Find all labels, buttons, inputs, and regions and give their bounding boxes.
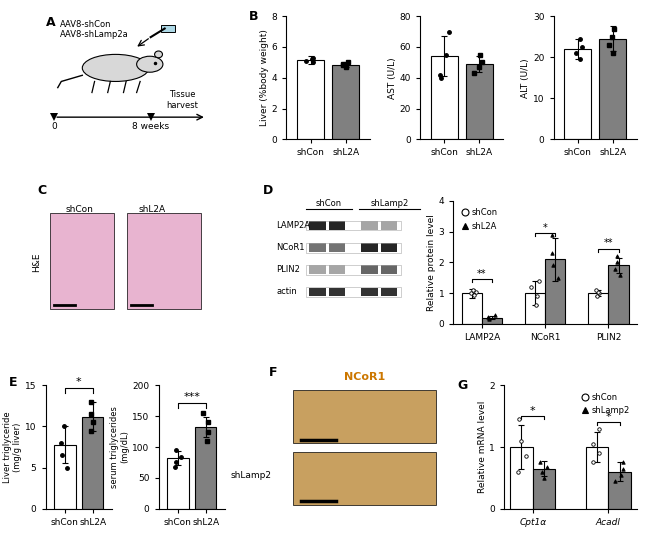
Bar — [306, 243, 400, 253]
Bar — [588, 293, 608, 324]
Text: ***: *** — [183, 392, 200, 402]
Text: H&E: H&E — [32, 253, 42, 272]
Bar — [381, 243, 397, 252]
Bar — [361, 266, 378, 274]
Bar — [167, 458, 188, 509]
Bar — [292, 452, 436, 505]
Bar — [309, 221, 326, 230]
Text: shL2A: shL2A — [139, 204, 166, 214]
Text: *: * — [530, 406, 536, 415]
Text: shLamp2: shLamp2 — [370, 199, 409, 208]
Bar — [608, 472, 631, 509]
Text: *: * — [606, 412, 611, 422]
Bar — [608, 266, 629, 324]
Bar — [462, 293, 482, 324]
Legend: shCon, shLamp2: shCon, shLamp2 — [577, 390, 633, 418]
Text: PLIN2: PLIN2 — [276, 265, 300, 274]
Text: NCoR1: NCoR1 — [276, 243, 305, 252]
Text: A: A — [46, 16, 55, 29]
Bar — [297, 60, 324, 139]
Bar — [381, 221, 397, 230]
Bar — [161, 25, 176, 32]
Bar — [599, 39, 626, 139]
Text: B: B — [249, 10, 259, 23]
Text: E: E — [9, 375, 18, 388]
Ellipse shape — [155, 51, 162, 58]
Bar — [431, 56, 458, 139]
Text: Tissue
harvest: Tissue harvest — [166, 90, 198, 110]
Ellipse shape — [83, 55, 149, 82]
Text: C: C — [37, 184, 46, 197]
Bar — [381, 266, 397, 274]
Y-axis label: ALT (U/L): ALT (U/L) — [521, 58, 530, 97]
Bar — [466, 64, 493, 139]
Bar — [328, 266, 345, 274]
Text: **: ** — [477, 269, 487, 279]
Bar — [127, 213, 201, 309]
Y-axis label: AST (U/L): AST (U/L) — [387, 57, 396, 98]
Bar — [306, 265, 400, 275]
Bar — [381, 288, 397, 296]
Bar — [361, 221, 378, 230]
Text: G: G — [458, 379, 468, 392]
Bar — [309, 288, 326, 296]
Ellipse shape — [136, 56, 163, 72]
Y-axis label: Relative mRNA level: Relative mRNA level — [478, 401, 486, 493]
Bar — [332, 65, 359, 139]
Bar — [361, 243, 378, 252]
Text: shCon: shCon — [315, 199, 342, 208]
Bar — [309, 266, 326, 274]
Bar — [525, 293, 545, 324]
Text: **: ** — [604, 238, 613, 248]
Text: 8 weeks: 8 weeks — [132, 122, 169, 131]
Y-axis label: serum triglycerides
(mg/dL): serum triglycerides (mg/dL) — [110, 406, 129, 488]
Bar — [586, 447, 608, 509]
Bar — [328, 288, 345, 296]
Text: 0: 0 — [51, 122, 57, 131]
Text: shLamp2: shLamp2 — [231, 471, 272, 480]
Bar — [510, 447, 533, 509]
Bar — [361, 288, 378, 296]
Bar — [328, 221, 345, 230]
Bar — [533, 469, 555, 509]
Bar — [564, 49, 592, 139]
Bar — [482, 318, 502, 324]
Bar — [306, 287, 400, 297]
Y-axis label: Liver (%body weight): Liver (%body weight) — [260, 29, 269, 126]
Text: AAV8-shCon
AAV8-shLamp2a: AAV8-shCon AAV8-shLamp2a — [60, 20, 128, 39]
Bar — [82, 417, 103, 509]
Bar — [292, 391, 436, 443]
Bar — [195, 427, 216, 509]
Text: NCoR1: NCoR1 — [344, 372, 385, 382]
Text: F: F — [269, 366, 278, 379]
Text: *: * — [76, 377, 81, 387]
Legend: shCon, shL2A: shCon, shL2A — [458, 205, 501, 234]
Bar — [54, 445, 75, 509]
Bar — [328, 243, 345, 252]
Text: LAMP2A: LAMP2A — [276, 221, 311, 230]
Bar — [545, 259, 566, 324]
Bar — [309, 243, 326, 252]
Text: actin: actin — [276, 287, 297, 296]
Text: *: * — [543, 222, 547, 233]
Bar — [51, 213, 114, 309]
Text: shCon: shCon — [65, 204, 93, 214]
Bar — [306, 221, 400, 230]
Text: D: D — [263, 184, 273, 197]
Y-axis label: Relative protein level: Relative protein level — [427, 214, 436, 311]
Y-axis label: Liver triglyceride
(mg/g liver): Liver triglyceride (mg/g liver) — [3, 411, 22, 483]
